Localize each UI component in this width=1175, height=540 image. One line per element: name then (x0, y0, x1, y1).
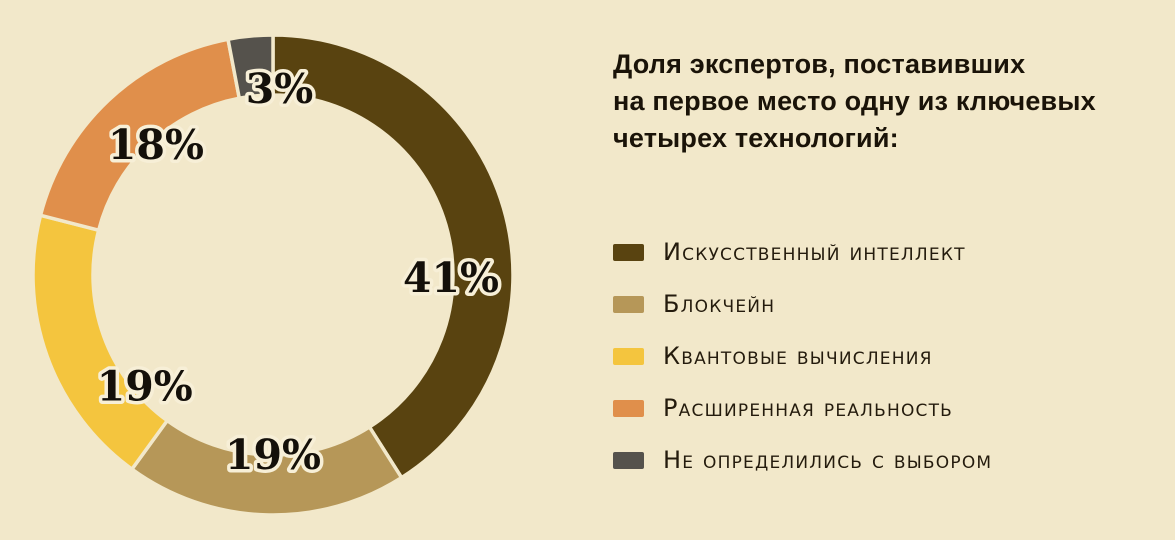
chart-title-line: Доля экспертов, поставивших (613, 49, 1026, 79)
chart-title-line: четырех технологий: (613, 123, 899, 153)
legend-item-blockchain: Блокчейн (613, 278, 1173, 330)
donut-slice-2 (31, 213, 169, 471)
legend: Искусственный интеллект Блокчейн Квантов… (613, 226, 1173, 486)
legend-label-blockchain: Блокчейн (663, 290, 776, 318)
legend-swatch-undecided (613, 451, 644, 469)
donut-slice-4 (226, 33, 275, 100)
legend-item-quantum: Квантовые вычисления (613, 330, 1173, 382)
legend-item-ai: Искусственный интеллект (613, 226, 1173, 278)
legend-item-extended-reality: Расширенная реальность (613, 382, 1173, 434)
legend-label-extended-reality: Расширенная реальность (663, 394, 954, 422)
legend-item-undecided: Не определились с выбором (613, 434, 1173, 486)
donut-chart: 41% 19% 19% 18% 3% (30, 32, 516, 518)
legend-label-ai: Искусственный интеллект (663, 238, 966, 266)
slice-percent-label: 41% (403, 254, 499, 302)
legend-label-quantum: Квантовые вычисления (663, 342, 933, 370)
chart-title: Доля экспертов, поставивших на первое ме… (613, 46, 1153, 157)
legend-label-undecided: Не определились с выбором (663, 446, 993, 474)
donut-svg: 41% 19% 19% 18% 3% (31, 33, 515, 517)
chart-title-line: на первое место одну из ключевых (613, 86, 1096, 116)
slice-percent-label: 19% (225, 431, 321, 479)
slice-percent-label: 3% (246, 65, 314, 113)
legend-swatch-blockchain (613, 295, 644, 313)
chart-header: Доля экспертов, поставивших на первое ме… (613, 46, 1153, 157)
legend-swatch-ai (613, 243, 644, 261)
slice-percent-label: 19% (97, 363, 193, 411)
donut-slice-0 (271, 33, 515, 480)
legend-swatch-extended-reality (613, 399, 644, 417)
slice-percent-label: 18% (108, 121, 204, 169)
legend-swatch-quantum (613, 347, 644, 365)
